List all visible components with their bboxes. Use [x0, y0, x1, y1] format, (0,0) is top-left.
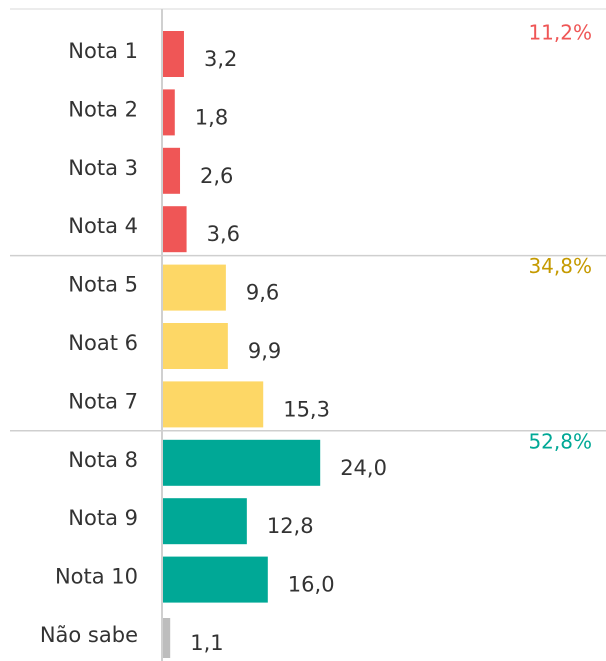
value-label: 9,6: [246, 281, 279, 305]
category-label: Não sabe: [40, 623, 138, 647]
category-label: Nota 2: [68, 97, 138, 121]
category-label: Nota 8: [68, 448, 138, 472]
category-label: Nota 5: [68, 273, 138, 297]
value-label: 3,6: [207, 222, 240, 246]
value-label: 24,0: [340, 456, 387, 480]
category-label: Noat 6: [68, 331, 138, 355]
group-annotation: 11,2%: [528, 21, 592, 45]
value-label: 16,0: [288, 573, 335, 597]
bar: [163, 264, 226, 311]
bar: [163, 556, 268, 603]
group-annotation: 34,8%: [528, 254, 592, 278]
category-label: Nota 9: [68, 506, 138, 530]
value-label: 1,8: [195, 105, 228, 129]
bar: [163, 206, 187, 253]
group-annotation: 52,8%: [528, 429, 592, 453]
bar: [163, 618, 171, 658]
value-label: 2,6: [200, 164, 233, 188]
value-label: 12,8: [267, 514, 314, 538]
category-label: Nota 7: [68, 389, 138, 413]
category-label: Nota 1: [68, 39, 138, 63]
bar: [163, 31, 184, 77]
bar: [163, 89, 175, 136]
category-label: Nota 10: [55, 565, 138, 589]
bar: [163, 381, 264, 428]
category-label: Nota 4: [68, 214, 138, 238]
bar: [163, 147, 181, 194]
value-label: 15,3: [283, 397, 330, 421]
value-label: 3,2: [204, 47, 237, 71]
value-label: 9,9: [248, 339, 281, 363]
value-label: 1,1: [190, 631, 223, 655]
category-label: Nota 3: [68, 156, 138, 180]
bar: [163, 323, 228, 369]
bar: [163, 439, 321, 486]
bar: [163, 498, 247, 545]
